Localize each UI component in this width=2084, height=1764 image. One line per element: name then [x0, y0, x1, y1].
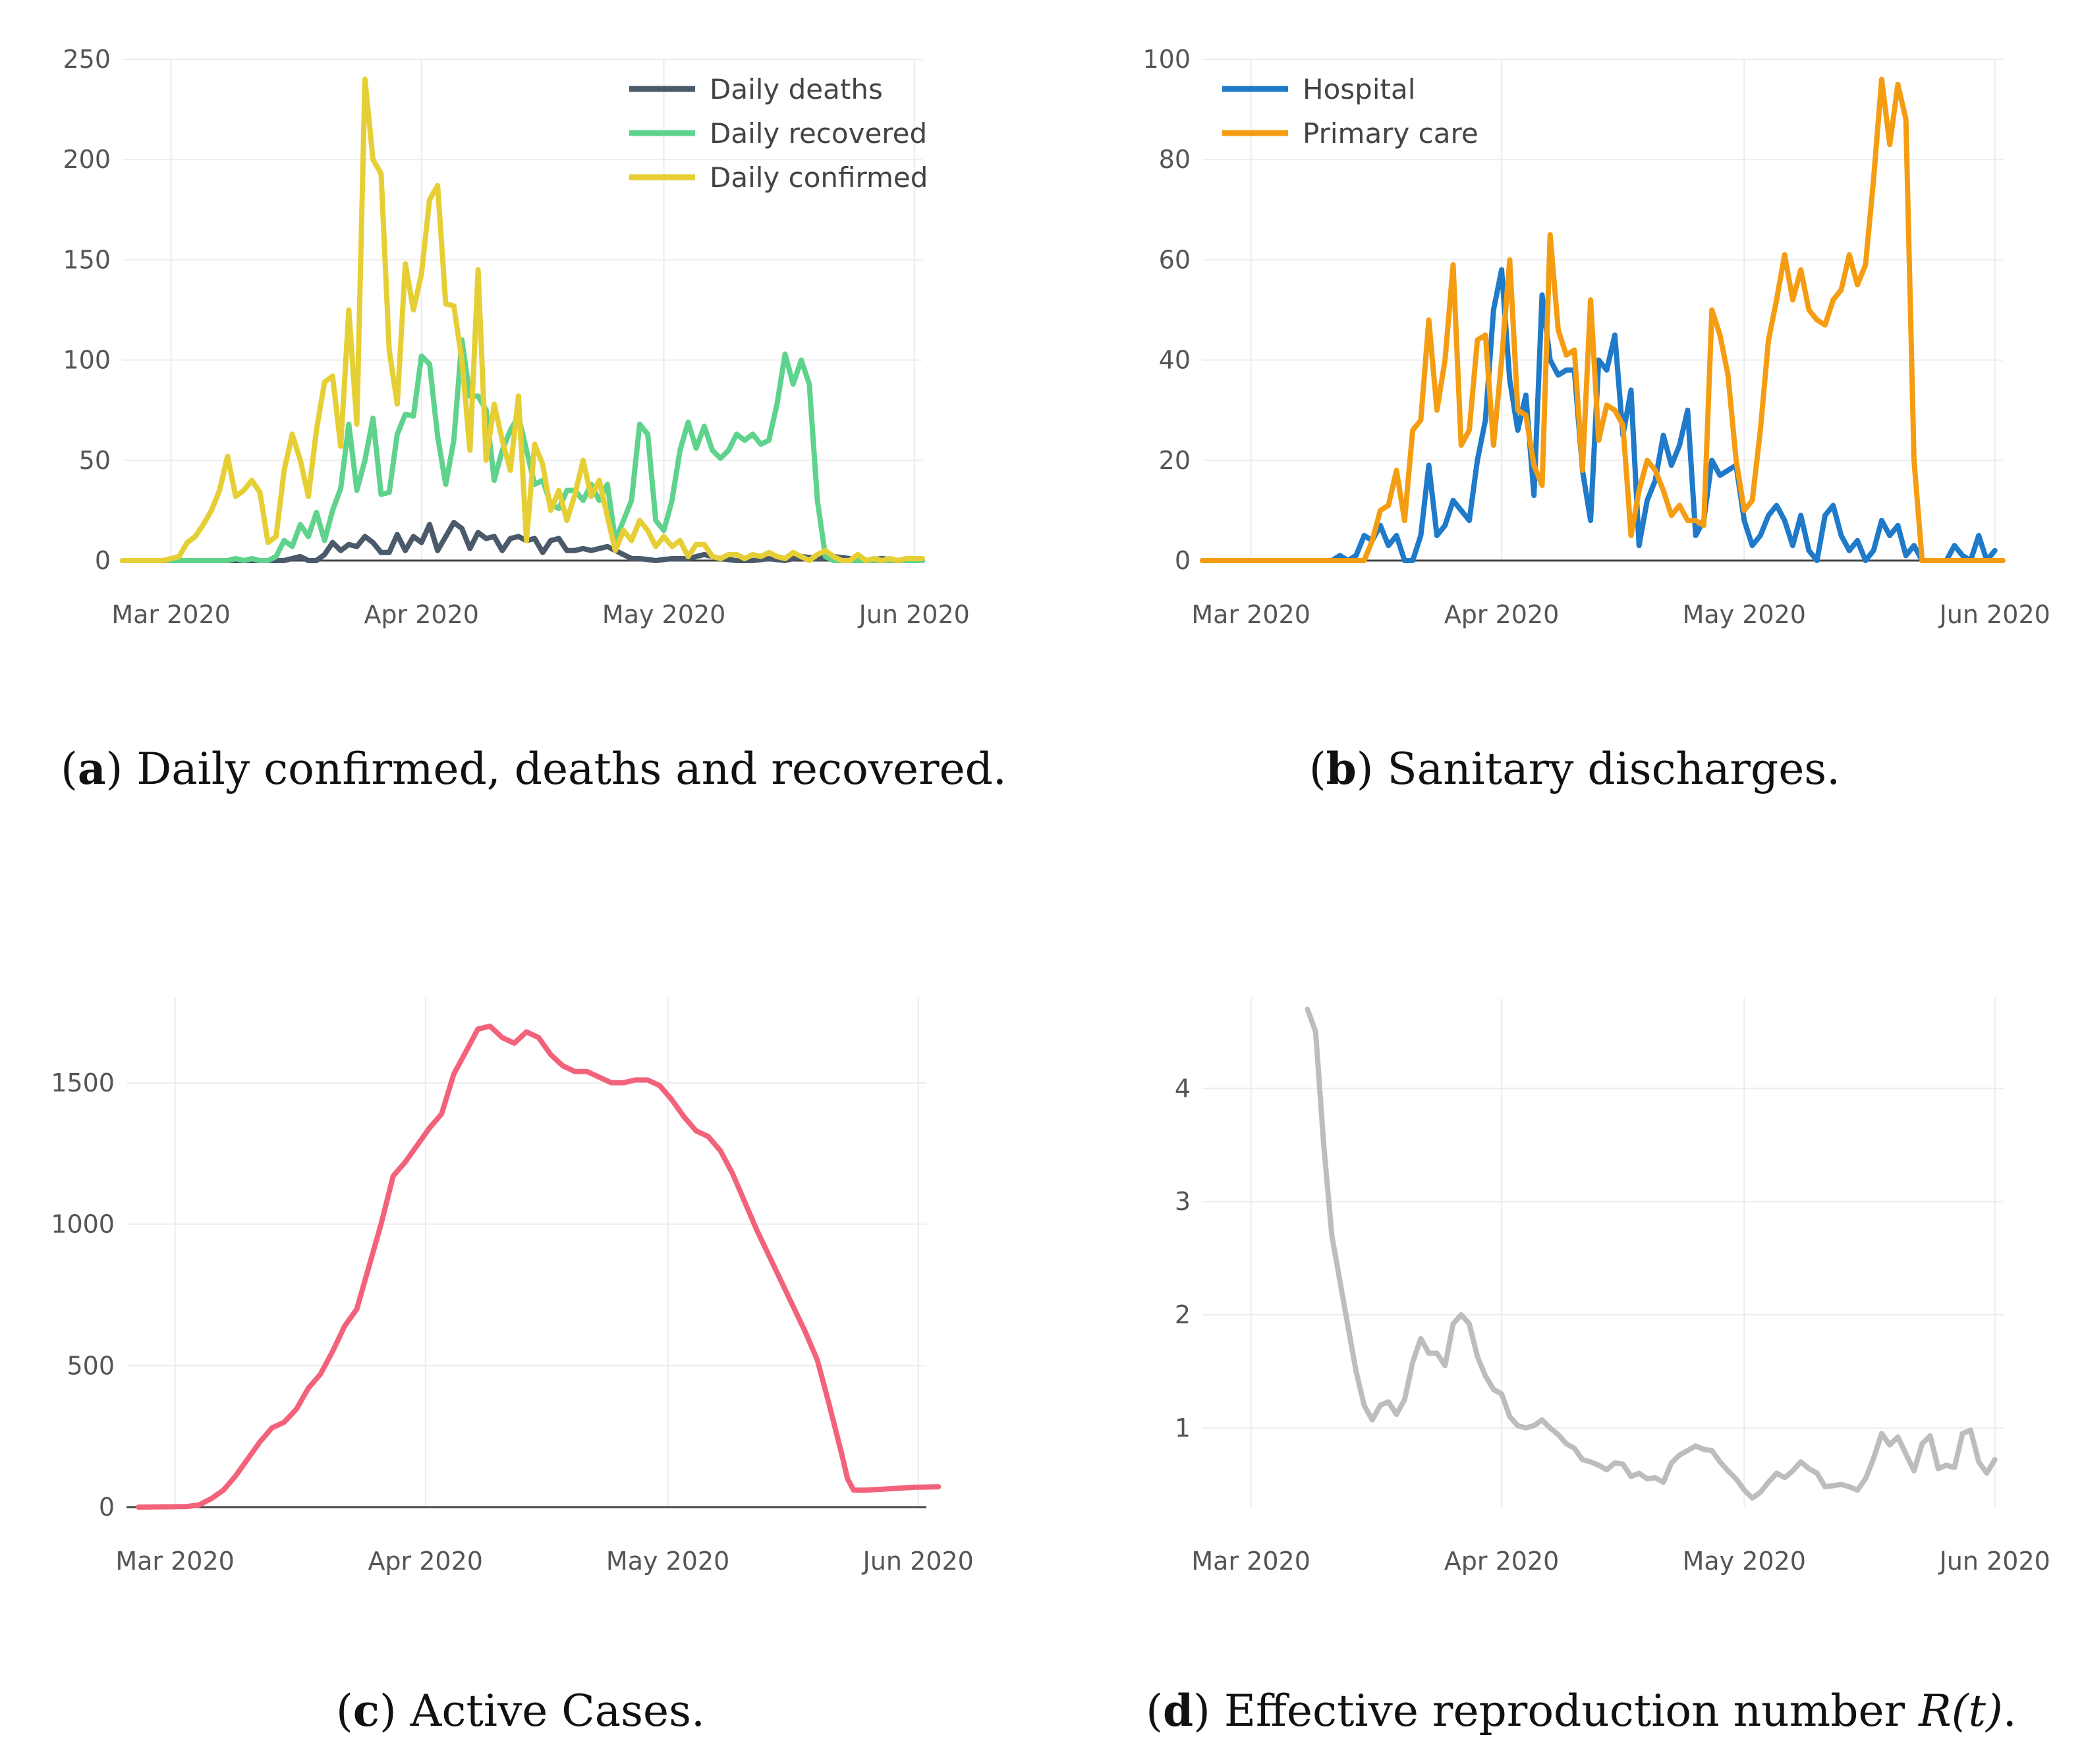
panel-d-chart: 1 2 3 4 Mar 2020 Apr 2020 May 2020 Jun 2020	[1175, 998, 2050, 1576]
x-tick-label: Mar 2020	[1191, 1547, 1310, 1576]
x-tick-label: Jun 2020	[1938, 600, 2050, 629]
y-tick-label: 2	[1175, 1300, 1191, 1329]
y-tick-label: 80	[1159, 145, 1191, 174]
x-tick-label: May 2020	[606, 1547, 729, 1576]
series-line-hospital	[1200, 267, 1998, 563]
x-tick-label: May 2020	[1683, 1547, 1806, 1576]
panel-a-chart: 0 50 100 150 200 250 Mar 2020 Apr 2020 May 2020 J…	[63, 45, 969, 629]
caption-c-text: Active Cases.	[410, 1686, 705, 1736]
y-tick-label: 50	[79, 446, 111, 475]
caption-d-label: d	[1163, 1685, 1193, 1736]
y-tick-label: 200	[63, 145, 111, 174]
series-line-r-t-	[1305, 1006, 1998, 1501]
y-tick-label: 40	[1159, 346, 1191, 375]
caption-d-text: Effective reproduction number	[1224, 1686, 1905, 1736]
x-tick-label: Apr 2020	[1444, 1547, 1560, 1576]
panel-c-chart: 0 500 1000 1500 Mar 2020 Apr 2020 May 2020 Jun …	[51, 998, 974, 1576]
legend-label: Primary care	[1303, 117, 1479, 150]
y-tick-label: 1	[1175, 1414, 1191, 1443]
legend-label: Daily confirmed	[710, 161, 928, 194]
y-tick-label: 0	[95, 546, 111, 575]
caption-a: (a) Daily confirmed, deaths and recovere…	[61, 743, 1007, 794]
y-tick-label: 60	[1159, 245, 1191, 274]
x-tick-label: Mar 2020	[115, 1547, 234, 1576]
y-tick-label: 4	[1175, 1074, 1191, 1103]
series-line-active-cases	[136, 1023, 942, 1510]
y-tick-label: 250	[63, 45, 111, 74]
y-tick-label: 100	[1142, 45, 1191, 74]
legend-label: Daily recovered	[710, 117, 927, 150]
y-tick-label: 3	[1175, 1187, 1191, 1216]
x-tick-label: Apr 2020	[1444, 600, 1560, 629]
x-tick-label: Mar 2020	[1191, 600, 1310, 629]
caption-b: (b) Sanitary discharges.	[1309, 743, 1840, 794]
y-tick-label: 0	[1175, 546, 1191, 575]
caption-c: (c) Active Cases.	[336, 1685, 705, 1736]
legend-label: Daily deaths	[710, 73, 883, 105]
y-tick-label: 150	[63, 245, 111, 274]
x-tick-label: May 2020	[1683, 600, 1806, 629]
y-tick-label: 100	[63, 346, 111, 375]
y-tick-label: 20	[1159, 446, 1191, 475]
series-line-primary-care	[1200, 76, 2006, 563]
legend-label: Hospital	[1303, 73, 1415, 105]
caption-b-label: b	[1326, 743, 1357, 794]
x-tick-label: Jun 2020	[1938, 1547, 2050, 1576]
panel-b-chart: 0 20 40 60 80 100 Mar 2020 Apr 2020 May 2020 Jun …	[1142, 45, 2050, 629]
x-tick-label: May 2020	[602, 600, 725, 629]
x-tick-label: Apr 2020	[364, 600, 479, 629]
caption-a-label: a	[78, 743, 106, 794]
y-tick-label: 500	[67, 1351, 115, 1380]
y-tick-label: 1000	[51, 1210, 115, 1239]
x-tick-label: Mar 2020	[111, 600, 230, 629]
caption-d-math: R(t)	[1918, 1686, 2003, 1736]
caption-a-text: Daily confirmed, deaths and recovered.	[136, 744, 1006, 794]
caption-d-end: .	[2003, 1686, 2017, 1736]
caption-d: (d) Effective reproduction number R(t).	[1146, 1685, 2017, 1736]
caption-c-label: c	[353, 1685, 380, 1736]
y-tick-label: 1500	[51, 1068, 115, 1097]
y-tick-label: 0	[99, 1493, 115, 1522]
x-tick-label: Jun 2020	[858, 600, 970, 629]
x-tick-label: Apr 2020	[368, 1547, 483, 1576]
series-line-daily-confirmed	[120, 76, 925, 563]
caption-b-text: Sanitary discharges.	[1388, 744, 1841, 794]
x-tick-label: Jun 2020	[862, 1547, 974, 1576]
